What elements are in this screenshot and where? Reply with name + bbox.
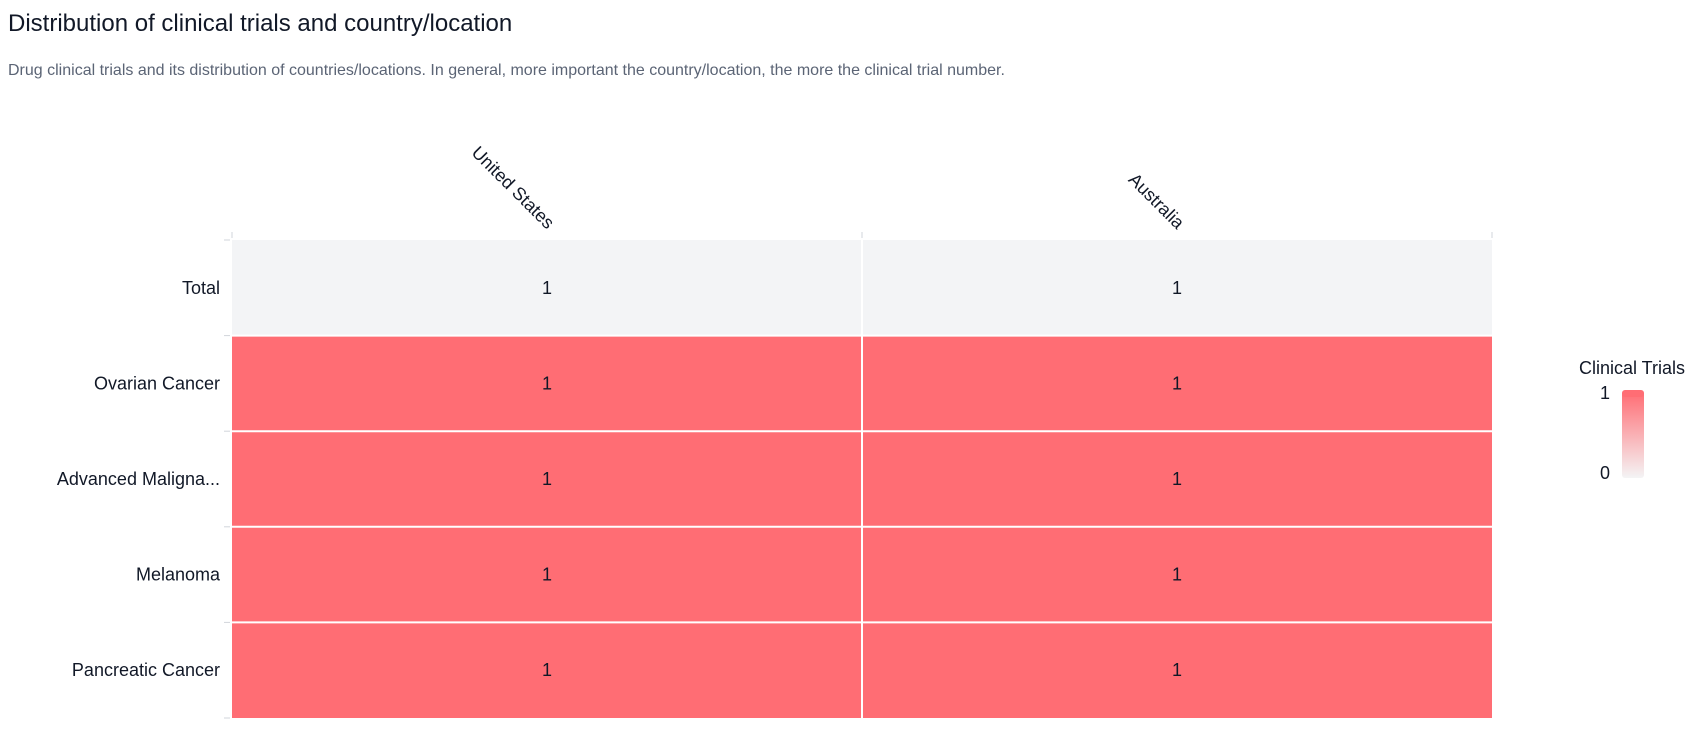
colorbar-gradient: [1622, 392, 1644, 478]
y-axis-label: Pancreatic Cancer: [72, 660, 220, 680]
cell-value-label: 1: [542, 373, 552, 393]
colorbar-legend: Clinical Trials 1 0: [1579, 358, 1685, 483]
x-axis-labels: United States Australia: [468, 142, 1189, 233]
cell-value-label: 1: [1172, 469, 1182, 489]
cell-value-label: 1: [542, 278, 552, 298]
colorbar-max-marker: [1622, 390, 1644, 397]
y-axis-label: Melanoma: [136, 565, 221, 585]
colorbar-tick-label: 0: [1600, 463, 1610, 483]
cell-value-label: 1: [1172, 373, 1182, 393]
y-axis-label: Advanced Maligna...: [57, 469, 220, 489]
x-axis-label: Australia: [1125, 169, 1189, 233]
y-axis-label: Ovarian Cancer: [94, 373, 220, 393]
y-axis-labels: Total Ovarian Cancer Advanced Maligna... Me…: [57, 278, 221, 680]
colorbar-title: Clinical Trials: [1579, 358, 1685, 378]
cell-value-label: 1: [542, 469, 552, 489]
colorbar-tick-label: 1: [1600, 383, 1610, 403]
y-axis-label: Total: [182, 278, 220, 298]
cell-value-label: 1: [1172, 660, 1182, 680]
cell-value-label: 1: [1172, 565, 1182, 585]
cell-value-label: 1: [1172, 278, 1182, 298]
cell-value-label: 1: [542, 565, 552, 585]
x-axis-label: United States: [468, 142, 559, 233]
cell-value-label: 1: [542, 660, 552, 680]
